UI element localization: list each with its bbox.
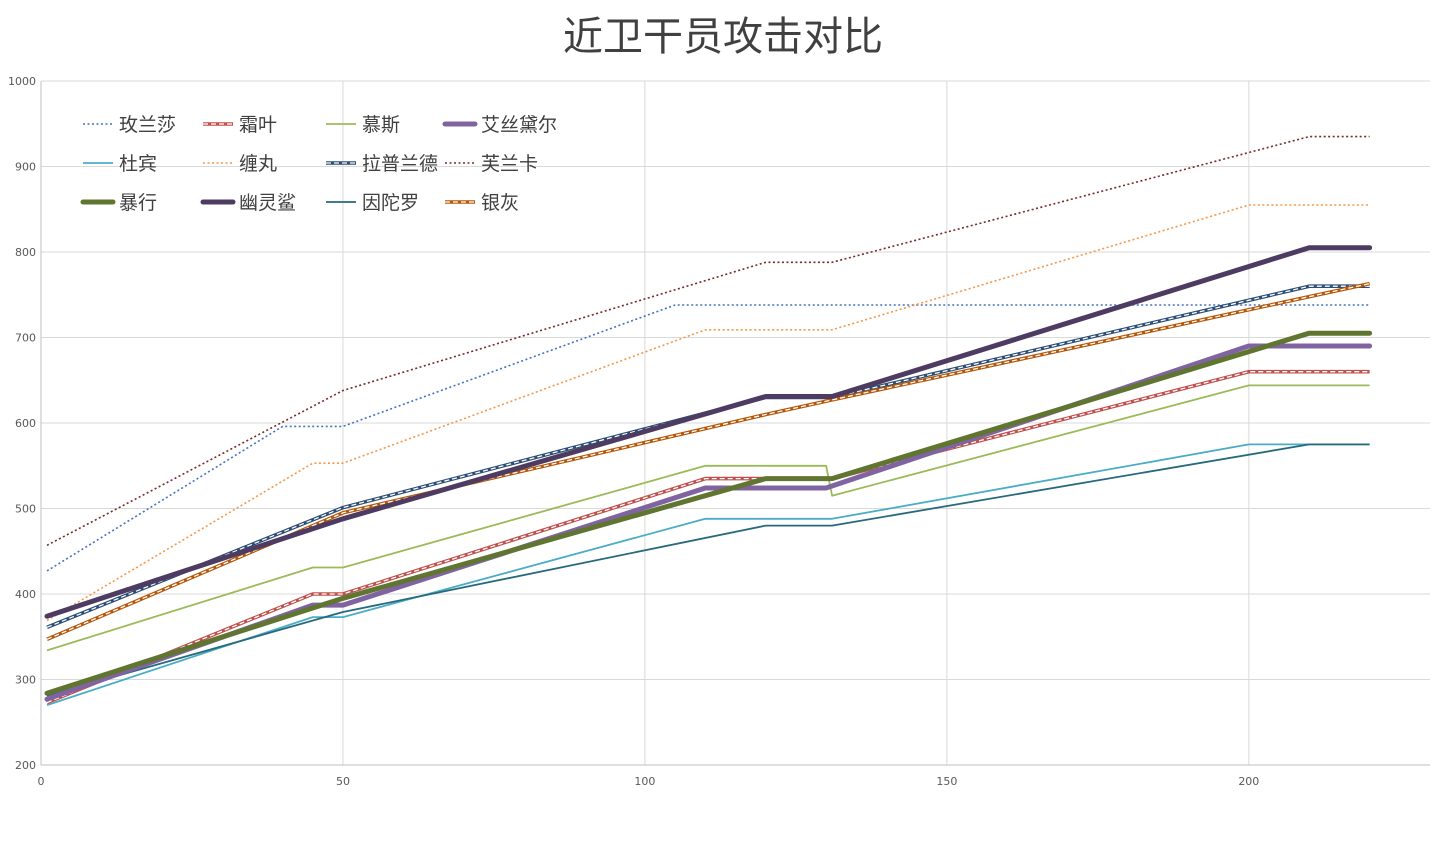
series-line bbox=[46, 384, 1370, 652]
series-5 bbox=[46, 204, 1370, 622]
legend-label: 缠丸 bbox=[239, 153, 277, 175]
series-line bbox=[44, 245, 1373, 619]
legend-label: 银灰 bbox=[481, 192, 519, 214]
y-tick-label: 200 bbox=[15, 759, 36, 772]
legend-label: 杜宾 bbox=[119, 153, 157, 175]
chart-title: 近卫干员攻击对比 bbox=[563, 14, 883, 60]
legend-label: 因陀罗 bbox=[362, 192, 419, 214]
series-9 bbox=[44, 245, 1373, 619]
legend-item: 芙兰卡 bbox=[445, 153, 538, 175]
legend-item: 杜宾 bbox=[83, 153, 157, 175]
series-11 bbox=[46, 281, 1370, 641]
series-4 bbox=[46, 443, 1370, 706]
y-tick-label: 500 bbox=[15, 503, 36, 516]
x-tick-label: 150 bbox=[936, 775, 957, 788]
series-line bbox=[46, 304, 1370, 572]
series-8 bbox=[44, 330, 1373, 696]
x-tick-label: 100 bbox=[634, 775, 655, 788]
legend-label: 霜叶 bbox=[239, 114, 277, 136]
series-line-inner bbox=[46, 285, 1370, 628]
y-tick-label: 600 bbox=[15, 417, 36, 430]
series-lines bbox=[44, 135, 1373, 706]
series-2 bbox=[46, 384, 1370, 652]
legend-item: 玫兰莎 bbox=[83, 114, 176, 136]
legend-item: 慕斯 bbox=[326, 114, 400, 136]
legend-item: 因陀罗 bbox=[326, 192, 419, 214]
y-tick-label: 800 bbox=[15, 246, 36, 259]
legend-item: 艾丝黛尔 bbox=[442, 114, 557, 136]
series-line bbox=[46, 443, 1370, 706]
y-tick-label: 700 bbox=[15, 332, 36, 345]
series-7 bbox=[46, 135, 1370, 547]
series-1 bbox=[46, 369, 1370, 705]
series-10 bbox=[46, 443, 1370, 697]
axes: 200 300 400 500 600 700 800 900 1000 0 50 100 150 200 bbox=[8, 75, 1430, 788]
series-line bbox=[46, 443, 1370, 697]
legend-label: 艾丝黛尔 bbox=[481, 114, 557, 136]
legend-label: 暴行 bbox=[119, 192, 157, 214]
y-tick-label: 400 bbox=[15, 588, 36, 601]
legend-item: 缠丸 bbox=[203, 153, 277, 175]
series-line-inner bbox=[46, 282, 1370, 640]
legend-item: 拉普兰德 bbox=[326, 153, 438, 175]
x-tick-label: 50 bbox=[336, 775, 350, 788]
legend-item: 银灰 bbox=[445, 192, 519, 214]
series-line-inner bbox=[46, 371, 1370, 704]
legend-label: 幽灵鲨 bbox=[239, 192, 296, 214]
series-3 bbox=[44, 343, 1373, 702]
series-line bbox=[46, 135, 1370, 547]
series-line bbox=[44, 330, 1373, 696]
series-line bbox=[46, 281, 1370, 641]
legend-label: 玫兰莎 bbox=[119, 114, 176, 136]
x-tick-label: 200 bbox=[1238, 775, 1259, 788]
gridlines bbox=[41, 80, 1430, 765]
legend-label: 慕斯 bbox=[362, 114, 400, 136]
y-tick-label: 300 bbox=[15, 674, 36, 687]
legend-item: 幽灵鲨 bbox=[200, 192, 296, 214]
legend-label: 拉普兰德 bbox=[362, 153, 438, 175]
y-tick-label: 1000 bbox=[8, 75, 36, 88]
x-tick-label: 0 bbox=[38, 775, 45, 788]
series-0 bbox=[46, 304, 1370, 572]
series-line bbox=[46, 204, 1370, 622]
legend-label: 芙兰卡 bbox=[481, 153, 538, 175]
series-line bbox=[44, 343, 1373, 702]
legend-item: 霜叶 bbox=[203, 114, 277, 136]
legend-item: 暴行 bbox=[80, 192, 157, 214]
y-tick-label: 900 bbox=[15, 161, 36, 174]
